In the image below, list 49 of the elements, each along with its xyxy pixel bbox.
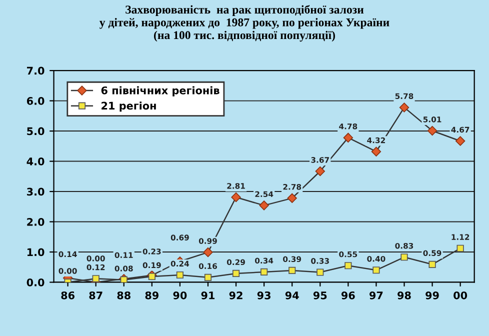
x-tick-label: 97 [369,291,383,300]
point [287,193,297,204]
point [428,260,436,268]
y-tick-label: 1.0 [27,248,44,256]
y-tick-label: 2.0 [27,218,44,226]
point [315,166,325,176]
y-tick-label: 6.0 [26,97,44,105]
legend-label: 21 регіон [102,102,156,112]
chart-title: Захворюваність на рак щитоподібної залози у дітей, народжених до 1987 року, по регіонах України (на 100 тис. відповідної популяції) [99,5,390,42]
point [204,274,212,281]
y-tick-label: 3.0 [27,188,44,196]
point [232,270,240,278]
x-tick-label: 92 [229,291,242,300]
point [176,271,184,279]
point [120,276,128,282]
point [148,272,156,280]
x-tick-label: 89 [145,291,158,300]
x-tick-label: 88 [117,291,130,300]
legend-label: 6 північних регіонів [101,86,220,96]
point [427,126,438,136]
point [343,132,354,143]
point [231,192,241,202]
x-tick-label: 99 [426,291,439,300]
x-tick-label: 90 [173,291,187,300]
y-tick-label: 7.0 [27,66,44,75]
point [399,102,410,112]
point [316,268,324,276]
point [456,244,464,252]
x-tick-label: 94 [285,291,299,300]
x-tick-label: 00 [454,291,468,300]
x-tick-label: 91 [201,291,215,300]
point [372,266,380,274]
y-tick-label: 0.0 [26,278,44,286]
y-tick-label: 5.0 [27,127,44,136]
x-tick-label: 98 [398,291,411,300]
x-tick-label: 86 [61,291,74,300]
x-tick-label: 96 [341,291,355,300]
x-tick-label: 93 [257,291,270,300]
point [455,136,466,146]
x-tick-label: 95 [313,291,327,300]
point [400,254,408,261]
point [288,266,296,274]
point [203,247,213,258]
y-tick-label: 4.0 [26,158,44,166]
x-tick-label: 87 [89,291,102,300]
point [260,268,268,276]
point [259,200,269,210]
point [371,146,382,156]
point [344,262,352,270]
